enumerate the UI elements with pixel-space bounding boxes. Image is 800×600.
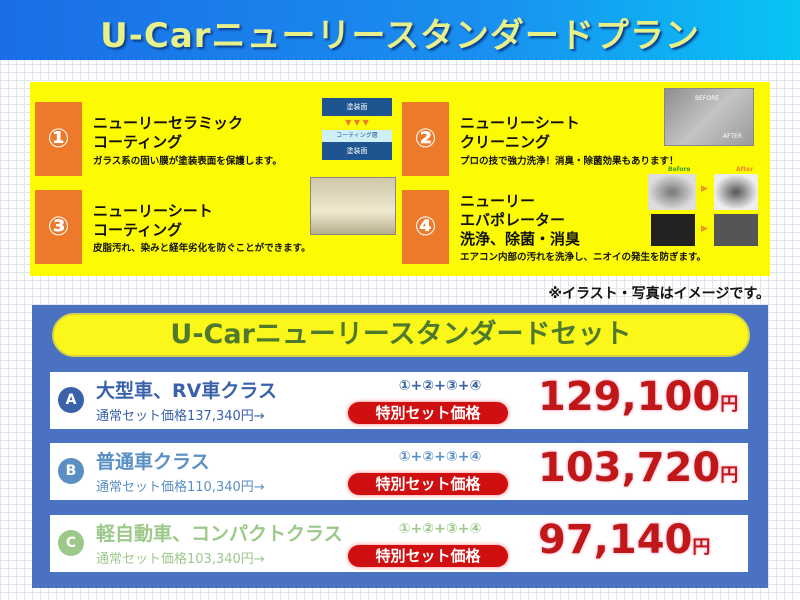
special-price: 97,140円: [538, 517, 711, 563]
service-title: ニューリーセラミック コーティング: [93, 114, 244, 151]
service-number: ②: [402, 102, 449, 176]
price-row: B 普通車クラス 通常セット価格110,340円→ ①+②+③+④ 特別セット価…: [50, 443, 748, 500]
service-title: ニューリーシート クリーニング: [460, 114, 580, 151]
class-badge: A: [58, 387, 84, 413]
service-title: ニューリーシート コーティング: [93, 202, 213, 239]
combo-label: ①+②+③+④: [398, 521, 482, 537]
seat-cleaning-photo: BEFORE AFTER: [664, 88, 754, 146]
price-row: A 大型車、RV車クラス 通常セット価格137,340円→ ①+②+③+④ 特別…: [50, 372, 748, 429]
set-title: U-Carニューリースタンダードセット: [52, 313, 750, 357]
class-name: 大型車、RV車クラス: [96, 380, 277, 402]
service-desc: 皮脂汚れ、染みと経年劣化を防ぐことができます。: [93, 243, 311, 254]
seat-photo: [310, 177, 396, 235]
service-number: ③: [35, 190, 82, 264]
price-row: C 軽自動車、コンパクトクラス 通常セット価格103,340円→ ①+②+③+④…: [50, 515, 748, 572]
page-title: U-Carニューリースタンダードプラン: [100, 16, 700, 56]
class-badge: B: [58, 458, 84, 484]
service-number: ④: [402, 190, 449, 264]
service-desc: プロの技で強力洗浄！消臭・除菌効果もあります！: [460, 156, 679, 167]
service-desc: ガラス系の固い膜が塗装表面を保護します。: [93, 156, 282, 167]
combo-label: ①+②+③+④: [398, 449, 482, 465]
class-badge: C: [58, 530, 84, 556]
services-box: ① ニューリーセラミック コーティング ガラス系の固い膜が塗装表面を保護します。 …: [30, 82, 770, 276]
normal-price: 通常セット価格103,340円→: [96, 552, 265, 567]
special-price-label: 特別セット価格: [348, 545, 508, 567]
service-number: ①: [35, 102, 82, 176]
special-price: 103,720円: [538, 445, 739, 491]
special-price-label: 特別セット価格: [348, 402, 508, 424]
evaporator-photos: Before After ▶ ▶: [648, 166, 768, 248]
special-price-label: 特別セット価格: [348, 473, 508, 495]
normal-price: 通常セット価格110,340円→: [96, 480, 265, 495]
special-price: 129,100円: [538, 374, 739, 420]
service-desc: エアコン内部の汚れを洗浄し、ニオイの発生を防ぎます。: [460, 252, 707, 263]
combo-label: ①+②+③+④: [398, 378, 482, 394]
class-name: 普通車クラス: [96, 451, 210, 473]
service-title: ニューリー エバポレーター 洗浄、除菌・消臭: [460, 192, 581, 248]
coating-illustration: 塗装面 ▼ ▼ ▼ コーティング層 塗装面: [322, 98, 392, 161]
image-disclaimer: ※イラスト・写真はイメージです。: [548, 286, 770, 302]
header-banner: [0, 0, 800, 60]
normal-price: 通常セット価格137,340円→: [96, 409, 265, 424]
class-name: 軽自動車、コンパクトクラス: [96, 523, 343, 545]
